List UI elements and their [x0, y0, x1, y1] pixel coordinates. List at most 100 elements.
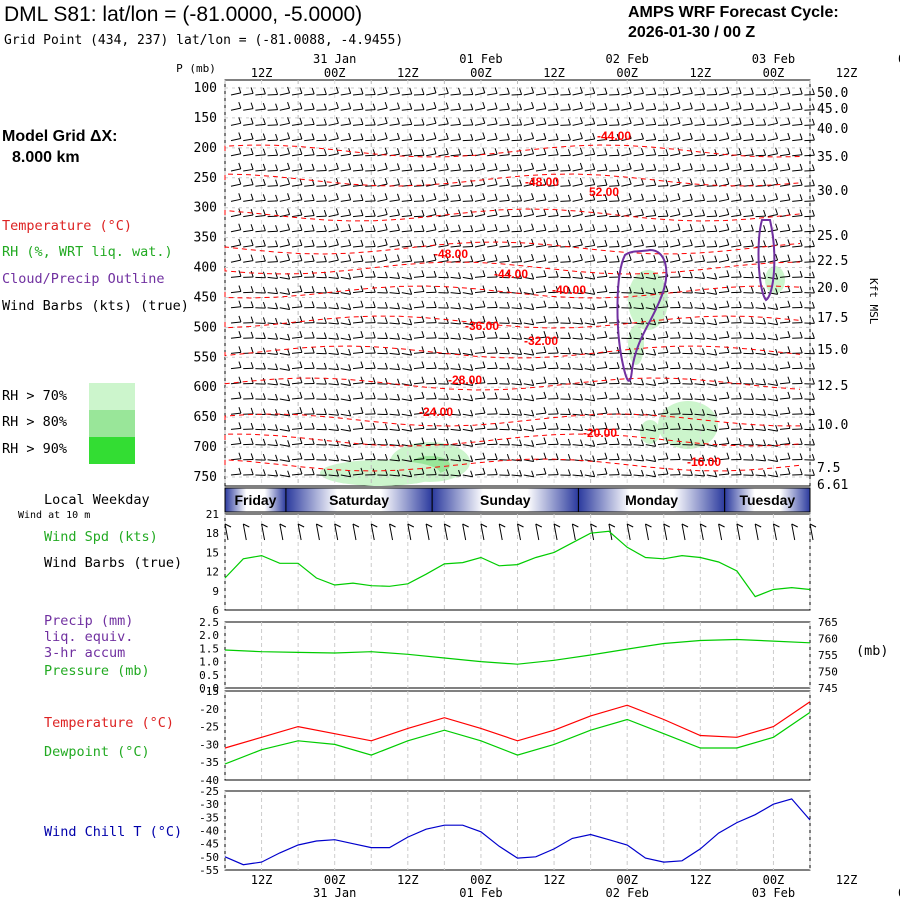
- wind-barb: [657, 139, 669, 142]
- wind-barb-flag: [482, 132, 486, 139]
- wind-barb-10m: [699, 523, 704, 541]
- wind-barb: [316, 261, 327, 263]
- wind-barb: [426, 259, 437, 263]
- wind-barb: [731, 123, 742, 126]
- wind-barb: [401, 154, 412, 157]
- wind-barb: [596, 382, 607, 385]
- wind-barb-flag: [628, 193, 632, 200]
- wind-barb-flag: [335, 208, 339, 215]
- wind-barb: [389, 337, 400, 340]
- wind-barb-10m: [279, 523, 284, 541]
- wind-barb-flag: [445, 362, 449, 370]
- wind-barb-flag: [763, 454, 767, 462]
- wind-barb: [706, 292, 717, 295]
- wind-barb: [670, 259, 681, 263]
- wind-barb: [279, 214, 290, 218]
- wind-barb: [474, 382, 485, 385]
- wind-barb-flag: [360, 148, 364, 155]
- wind-barb: [340, 260, 351, 263]
- wind-barb: [279, 276, 290, 280]
- wind-barb-flag: [336, 424, 340, 431]
- wind-barb-flag: [580, 409, 584, 416]
- wind-barb: [633, 368, 644, 371]
- wind-barb: [438, 244, 449, 248]
- wind-barb: [584, 138, 595, 142]
- wind-barb-10m-flag: [663, 523, 670, 528]
- wind-barb: [535, 214, 546, 218]
- wind-barb-flag: [763, 164, 767, 171]
- wind-barb: [670, 138, 681, 142]
- wind-barb: [401, 368, 412, 371]
- wind-barb: [645, 352, 656, 356]
- wind-barb-flag: [567, 118, 571, 126]
- wind-barb-flag: [787, 208, 791, 216]
- wind-barb: [572, 138, 583, 142]
- wind-barb: [572, 168, 583, 172]
- wind-barb-flag: [616, 133, 620, 141]
- wind-barb-flag: [372, 255, 376, 262]
- wind-barb: [230, 259, 241, 263]
- wind-barb: [352, 245, 363, 248]
- bottom-hour-tick: 12Z: [836, 873, 858, 887]
- wind-barb: [340, 337, 351, 341]
- wind-barb-10m-flag: [243, 523, 250, 528]
- wind-barb: [438, 153, 449, 157]
- wind-barb-flag: [275, 240, 279, 247]
- wind-barb-flag: [738, 346, 742, 354]
- height-tick: 6.61: [817, 478, 848, 493]
- wind-barb: [779, 229, 790, 233]
- wind-barb-flag: [689, 377, 693, 385]
- wind-barb: [401, 230, 412, 233]
- wind-barb: [548, 230, 559, 233]
- wind-barb-flag: [262, 194, 266, 201]
- wind-barb: [499, 154, 510, 157]
- wind-barb-flag: [287, 86, 291, 94]
- wind-barb: [523, 322, 534, 326]
- wind-barb: [352, 321, 363, 324]
- wind-barb-flag: [677, 301, 681, 308]
- wind-barb: [316, 93, 327, 96]
- wind-barb: [804, 245, 815, 248]
- wind-barb-flag: [506, 271, 510, 278]
- wind-barb-flag: [519, 333, 523, 340]
- wind-barb: [523, 229, 534, 233]
- wind-barb: [694, 245, 705, 248]
- wind-barb-flag: [299, 193, 303, 200]
- top-date-tick: 03 Feb: [752, 52, 795, 66]
- wind-barb-flag: [397, 363, 401, 370]
- temperature-label: Temperature (°C): [44, 715, 175, 731]
- wind-barb-flag: [628, 238, 632, 246]
- wind-barb-flag: [445, 286, 449, 294]
- wind-barb: [633, 307, 644, 310]
- wind-barb-flag: [433, 253, 437, 261]
- wind-barb-flag: [287, 193, 291, 200]
- wind-barb: [779, 412, 790, 415]
- bottom-hour-tick: 12Z: [689, 873, 711, 887]
- wind-barb-flag: [458, 348, 462, 355]
- wind-barb-flag: [348, 333, 352, 341]
- wind-barb: [462, 215, 473, 218]
- wind-barb-flag: [579, 193, 583, 200]
- wind-barb: [499, 169, 510, 172]
- wind-barb-flag: [543, 285, 547, 292]
- wind-barb-flag: [433, 407, 437, 415]
- wind-barb-flag: [384, 147, 388, 154]
- bottom-hour-tick: 00Z: [616, 873, 638, 887]
- wind-barb-flag: [482, 315, 486, 323]
- wind-barb: [316, 245, 327, 248]
- wind-barb: [584, 398, 595, 402]
- wind-barb-flag: [714, 133, 718, 141]
- wind-barb: [328, 259, 339, 263]
- wind-barb: [621, 229, 632, 233]
- wind-barb-flag: [665, 133, 669, 141]
- wind-barb-flag: [482, 223, 486, 230]
- wind-barb-flag: [702, 439, 706, 446]
- wind-barb: [694, 368, 705, 371]
- wind-barb-flag: [641, 239, 644, 246]
- wind-barb-10m-flag: [736, 523, 744, 528]
- dewpoint-line: [224, 711, 811, 765]
- wind-barb: [694, 139, 705, 142]
- wind-barb-flag: [360, 209, 364, 216]
- wind-barb-flag: [275, 164, 279, 171]
- wind-barb: [694, 428, 705, 431]
